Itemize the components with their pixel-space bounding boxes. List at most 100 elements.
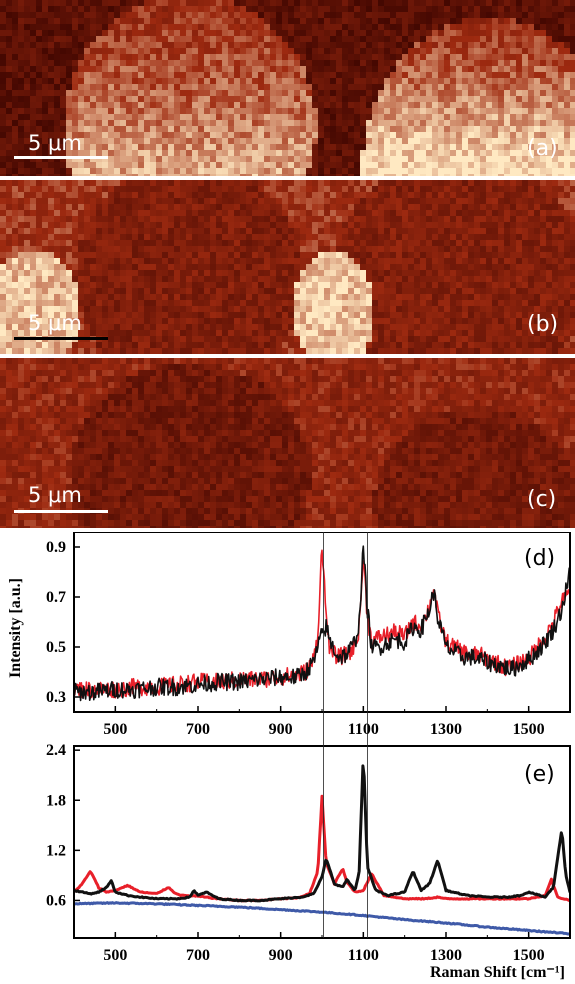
map-pixel <box>366 84 372 90</box>
map-pixel <box>198 192 204 198</box>
map-pixel <box>240 114 246 120</box>
map-pixel <box>390 246 396 252</box>
map-pixel <box>132 150 138 156</box>
map-pixel <box>180 210 186 216</box>
map-pixel <box>132 102 138 108</box>
map-pixel <box>108 138 114 144</box>
map-pixel <box>324 174 330 176</box>
map-pixel <box>534 108 540 114</box>
map-pixel <box>162 216 168 222</box>
map-pixel <box>120 24 126 30</box>
map-pixel <box>60 60 66 66</box>
map-pixel <box>438 102 444 108</box>
map-pixel <box>456 42 462 48</box>
map-pixel <box>210 162 216 168</box>
map-pixel <box>132 294 138 300</box>
map-pixel <box>150 24 156 30</box>
map-pixel <box>390 12 396 18</box>
map-pixel <box>12 192 18 198</box>
map-pixel <box>210 270 216 276</box>
map-pixel <box>498 144 504 150</box>
map-pixel <box>84 144 90 150</box>
map-pixel <box>84 300 90 306</box>
map-pixel <box>162 174 168 176</box>
map-pixel <box>570 96 575 102</box>
map-pixel <box>162 192 168 198</box>
map-pixel <box>426 24 432 30</box>
map-pixel <box>84 96 90 102</box>
map-pixel <box>156 162 162 168</box>
map-pixel <box>456 54 462 60</box>
map-pixel <box>288 174 294 176</box>
map-pixel <box>300 216 306 222</box>
map-pixel <box>456 162 462 168</box>
map-pixel <box>534 36 540 42</box>
map-pixel <box>438 276 444 282</box>
map-pixel <box>114 306 120 312</box>
map-pixel <box>12 210 18 216</box>
map-pixel <box>390 240 396 246</box>
map-pixel <box>414 114 420 120</box>
map-pixel <box>342 120 348 126</box>
map-pixel <box>522 204 528 210</box>
map-pixel <box>72 192 78 198</box>
map-pixel <box>522 144 528 150</box>
map-pixel <box>132 108 138 114</box>
map-pixel <box>186 276 192 282</box>
map-pixel <box>168 114 174 120</box>
map-pixel <box>402 150 408 156</box>
map-pixel <box>174 204 180 210</box>
map-pixel <box>558 282 564 288</box>
map-pixel <box>552 162 558 168</box>
map-pixel <box>48 228 54 234</box>
map-pixel <box>204 36 210 42</box>
map-pixel <box>270 156 276 162</box>
map-pixel <box>294 180 300 186</box>
map-pixel <box>234 66 240 72</box>
map-pixel <box>450 48 456 54</box>
map-pixel <box>300 222 306 228</box>
map-pixel <box>468 150 474 156</box>
map-pixel <box>486 54 492 60</box>
map-pixel <box>540 168 546 174</box>
map-pixel <box>204 30 210 36</box>
map-pixel <box>210 156 216 162</box>
map-pixel <box>114 102 120 108</box>
map-pixel <box>186 198 192 204</box>
map-pixel <box>84 204 90 210</box>
map-pixel <box>102 198 108 204</box>
map-pixel <box>288 192 294 198</box>
map-pixel <box>174 12 180 18</box>
map-pixel <box>504 270 510 276</box>
map-pixel <box>102 36 108 42</box>
map-pixel <box>402 306 408 312</box>
map-pixel <box>552 114 558 120</box>
map-pixel <box>414 18 420 24</box>
map-pixel <box>240 156 246 162</box>
map-pixel <box>450 72 456 78</box>
map-pixel <box>396 264 402 270</box>
map-pixel <box>348 96 354 102</box>
map-pixel <box>492 66 498 72</box>
map-pixel <box>498 192 504 198</box>
map-pixel <box>12 144 18 150</box>
map-pixel <box>114 18 120 24</box>
map-pixel <box>180 108 186 114</box>
map-pixel <box>510 162 516 168</box>
map-pixel <box>438 60 444 66</box>
map-pixel <box>120 198 126 204</box>
map-pixel <box>306 288 312 294</box>
map-pixel <box>522 234 528 240</box>
map-pixel <box>552 300 558 306</box>
map-pixel <box>228 18 234 24</box>
map-pixel <box>558 18 564 24</box>
map-pixel <box>48 108 54 114</box>
map-pixel <box>174 168 180 174</box>
map-pixel <box>42 258 48 264</box>
map-pixel <box>432 12 438 18</box>
map-pixel <box>534 84 540 90</box>
map-pixel <box>480 222 486 228</box>
map-pixel <box>492 276 498 282</box>
map-pixel <box>402 144 408 150</box>
map-pixel <box>228 60 234 66</box>
